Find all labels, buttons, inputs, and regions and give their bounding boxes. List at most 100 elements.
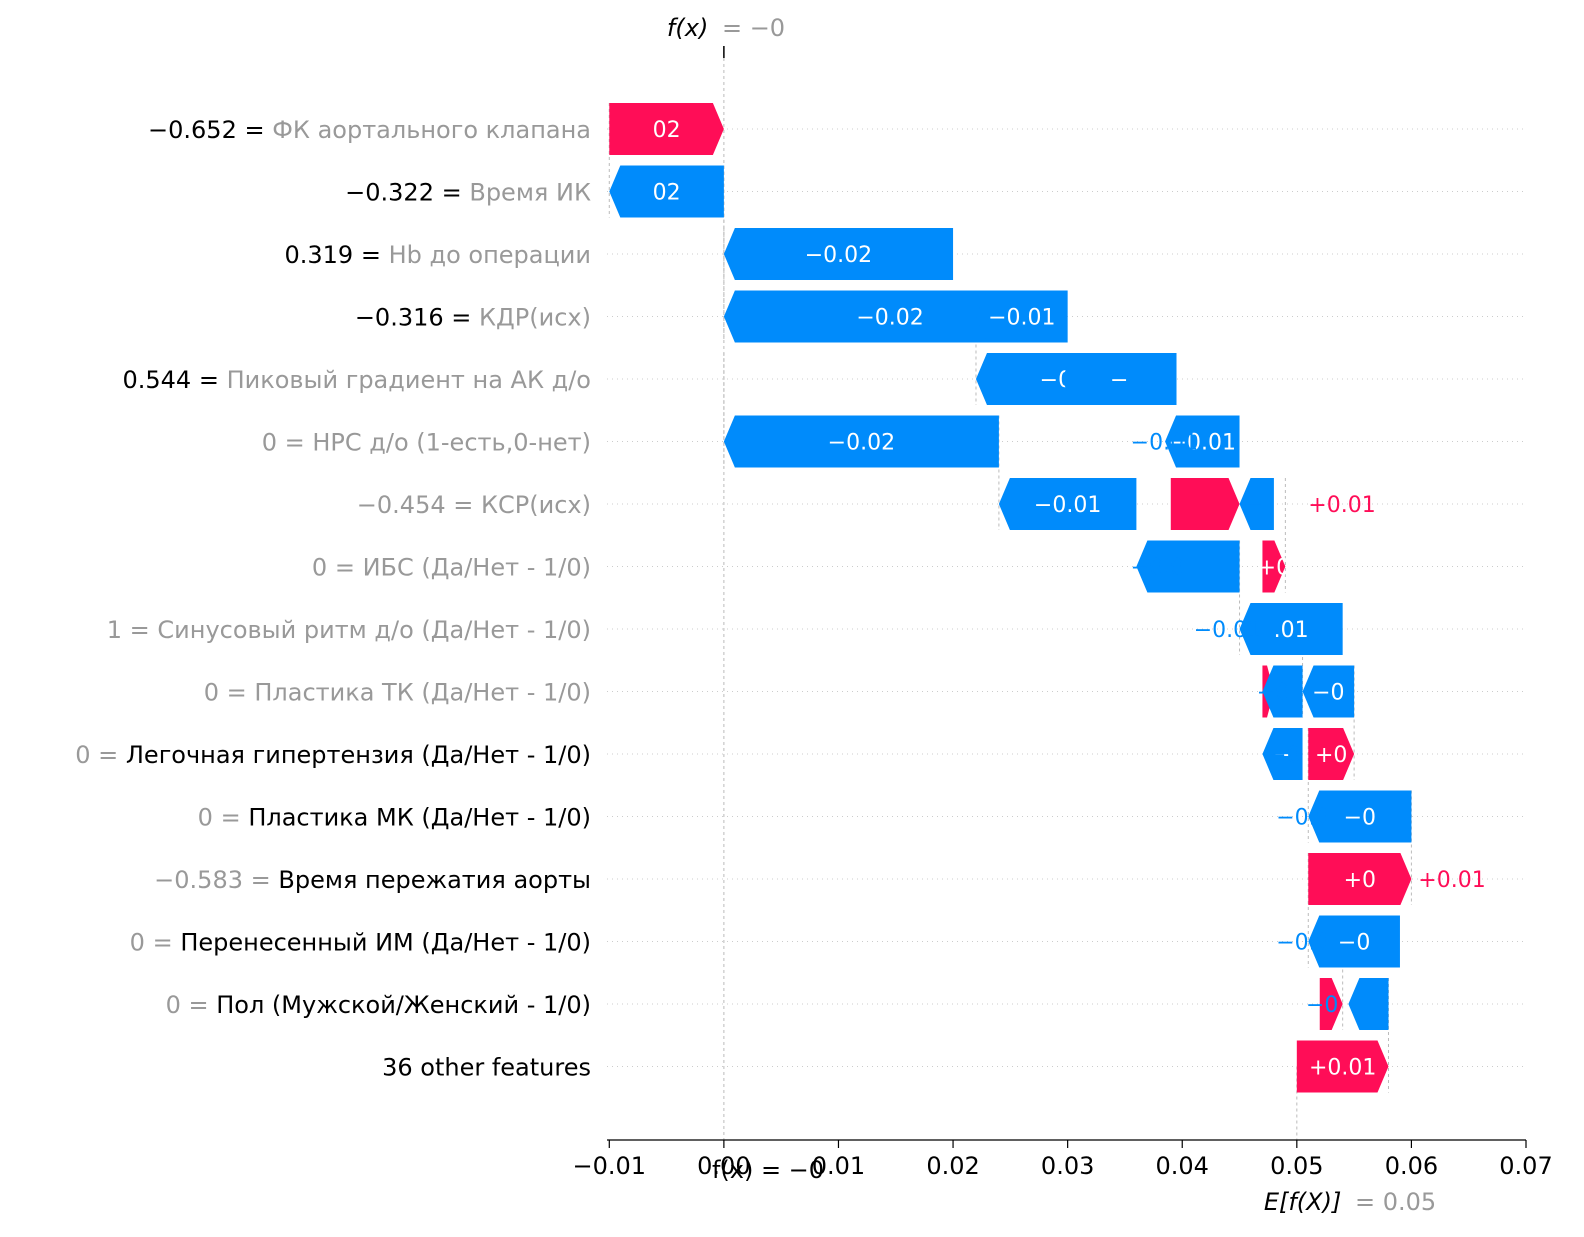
outside-value-label: −0 — [1268, 743, 1300, 768]
bar-row-14 — [1319, 978, 1343, 1030]
feature-label: 0 = Пластика ТК (Да/Нет - 1/0) — [204, 679, 591, 707]
feature-name: 36 other features — [382, 1054, 591, 1082]
feature-name: Пиковый градиент на АК д/о — [227, 366, 591, 394]
feature-equals: = — [451, 304, 479, 332]
bars: 0202−0.02−0.02−0.01−0.02−0.01+0.01−0+0−0… — [609, 103, 1486, 1093]
feature-name: Перенесенный ИМ (Да/Нет - 1/0) — [180, 929, 591, 957]
outside-value-label: −0 — [1257, 681, 1289, 706]
feature-name: Пластика МК (Да/Нет - 1/0) — [248, 804, 591, 832]
feature-equals: = — [153, 929, 181, 957]
bar-row-8-label: .01 — [1274, 618, 1309, 643]
x-tick-label: 0.01 — [812, 1152, 865, 1180]
feature-value: 0 — [204, 679, 227, 707]
bar-row-3-label: −0.02 — [856, 306, 923, 331]
feature-value: 1 — [107, 616, 130, 644]
feature-equals: = — [453, 491, 481, 519]
feature-name: Легочная гипертензия (Да/Нет - 1/0) — [126, 741, 591, 769]
bar-row-10-label: +0 — [1315, 743, 1347, 768]
bar-row-12-label: +0 — [1344, 868, 1376, 893]
bar-overlay-6 — [1239, 478, 1274, 530]
feature-value: −0.583 — [154, 866, 250, 894]
bar-overlay-3 — [975, 290, 1068, 343]
feature-name: Время ИК — [469, 179, 591, 207]
bar-overlay-7 — [1136, 540, 1240, 593]
feature-name: Пол (Мужской/Женский - 1/0) — [216, 991, 591, 1019]
outside-value-label: −0.01 — [1131, 431, 1198, 456]
feature-value: 0.544 — [122, 366, 198, 394]
feature-name: КСР(исх) — [481, 491, 591, 519]
bar-row-2-label: −0.02 — [805, 243, 872, 268]
feature-equals: = — [130, 616, 158, 644]
bar-row-15 — [1296, 1040, 1389, 1093]
x-tick-label: 0.06 — [1385, 1152, 1438, 1180]
bar-row-7 — [1262, 540, 1286, 593]
bar-row-13 — [1308, 915, 1400, 968]
feature-name: Время пережатия аорты — [278, 866, 591, 894]
outside-value-label: −0.0 — [1276, 931, 1329, 956]
bar-row-11-label: −0 — [1344, 806, 1376, 831]
outside-value-label: −0.0 — [1276, 806, 1329, 831]
bar-row-15-label: +0.01 — [1309, 1056, 1376, 1081]
feature-value: 0 — [130, 929, 153, 957]
feature-label: 36 other features — [382, 1054, 591, 1082]
bar-row-0 — [609, 103, 724, 155]
fx-value: = −0 — [722, 14, 785, 42]
bar-overlay-5 — [1165, 415, 1240, 468]
fx-top-label: f(x) = −0 — [667, 14, 785, 42]
x-tick-label: 0.03 — [1041, 1152, 1094, 1180]
ex-prefix: E[f(X)] — [1264, 1188, 1342, 1216]
feature-name: ФК аортального клапана — [272, 116, 591, 144]
feature-label: 0.544 = Пиковый градиент на АК д/о — [122, 366, 591, 394]
feature-label: 0.319 = Hb до операции — [284, 241, 591, 269]
feature-label: 0 = Легочная гипертензия (Да/Нет - 1/0) — [75, 741, 591, 769]
feature-name: КДР(исх) — [479, 304, 591, 332]
feature-equals: = — [98, 741, 126, 769]
ex-value: = 0.05 — [1355, 1188, 1436, 1216]
bar-row-2 — [723, 228, 954, 280]
feature-equals: = — [285, 429, 313, 457]
feature-equals: = — [251, 866, 279, 894]
fx-prefix: f(x) — [667, 14, 708, 42]
bar-overlay-3-label: −0.01 — [988, 306, 1055, 331]
bar-row-1 — [609, 165, 724, 218]
connector-lines — [608, 46, 1412, 1140]
outside-value-label: − — [1245, 493, 1263, 518]
feature-label: 0 = НРС д/о (1-есть,0-нет) — [262, 429, 591, 457]
feature-name: НРС д/о (1-есть,0-нет) — [312, 429, 591, 457]
x-axis: −0.01 0.00 0.01 0.02 0.03 0.04 0.05 0.06 0.07 — [573, 1139, 1553, 1180]
bar-row-5 — [723, 415, 999, 468]
feature-value: 0 — [312, 554, 335, 582]
feature-label: 1 = Синусовый ритм д/о (Да/Нет - 1/0) — [107, 616, 591, 644]
bar-row-12 — [1308, 853, 1412, 905]
feature-value: −0.454 — [357, 491, 453, 519]
bar-overlay-5-label: −0.01 — [1169, 431, 1236, 456]
outside-value-label: −0.0 — [1131, 556, 1184, 581]
feature-value: 0 — [166, 991, 189, 1019]
feature-equals: = — [221, 804, 249, 832]
feature-equals: = — [335, 554, 363, 582]
feature-label: −0.316 = КДР(исх) — [355, 304, 591, 332]
bar-overlay-6 — [1170, 478, 1240, 530]
x-tick-label: 0.00 — [697, 1152, 750, 1180]
feature-equals: = — [442, 179, 470, 207]
bar-row-5-label: −0.02 — [828, 431, 895, 456]
feature-label: 0 = Перенесенный ИМ (Да/Нет - 1/0) — [130, 929, 591, 957]
feature-equals: = — [199, 366, 227, 394]
bar-row-6 — [998, 478, 1137, 530]
bar-row-9-label: −0 — [1312, 681, 1344, 706]
bar-overlay-10 — [1262, 728, 1303, 780]
bar-row-9 — [1302, 665, 1355, 718]
bar-row-3 — [723, 290, 1057, 343]
feature-labels: −0.652 = ФК аортального клапана −0.322 = … — [75, 116, 591, 1082]
feature-name: Пластика ТК (Да/Нет - 1/0) — [254, 679, 591, 707]
bar-row-11 — [1308, 790, 1412, 843]
bar-row-13-label: −0 — [1338, 931, 1370, 956]
feature-value: −0.316 — [355, 304, 451, 332]
feature-value: 0 — [75, 741, 98, 769]
feature-label: −0.454 = КСР(исх) — [357, 491, 591, 519]
feature-label: −0.652 = ФК аортального клапана — [148, 116, 591, 144]
feature-label: 0 = Пластика МК (Да/Нет - 1/0) — [198, 804, 591, 832]
outside-value-label: +0.01 — [1418, 868, 1485, 893]
bar-overlay-10-label: − — [1273, 743, 1291, 768]
